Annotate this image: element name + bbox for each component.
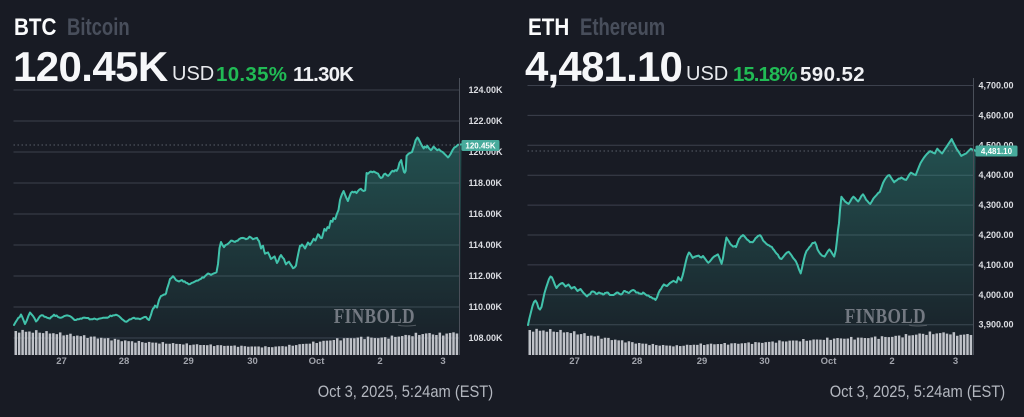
svg-text:2: 2 [377, 356, 382, 367]
svg-text:28: 28 [119, 356, 130, 367]
svg-text:2: 2 [889, 356, 894, 367]
svg-text:29: 29 [183, 356, 194, 367]
svg-text:Oct: Oct [309, 356, 326, 367]
svg-text:122.00K: 122.00K [469, 116, 504, 126]
svg-text:27: 27 [569, 356, 580, 367]
svg-text:124.00K: 124.00K [469, 85, 504, 95]
svg-text:3: 3 [953, 356, 958, 367]
svg-text:4,600.00: 4,600.00 [979, 110, 1014, 120]
svg-text:4,400.00: 4,400.00 [979, 170, 1014, 180]
svg-text:28: 28 [632, 356, 643, 367]
svg-text:30: 30 [247, 356, 258, 367]
svg-text:4,700.00: 4,700.00 [979, 81, 1014, 91]
svg-text:4,481.10: 4,481.10 [981, 147, 1013, 156]
svg-text:108.00K: 108.00K [469, 333, 504, 343]
svg-text:29: 29 [697, 356, 708, 367]
svg-text:4,000.00: 4,000.00 [979, 290, 1014, 300]
svg-text:3: 3 [440, 356, 445, 367]
svg-text:FINBOLD: FINBOLD [334, 306, 415, 329]
svg-text:118.00K: 118.00K [469, 178, 503, 188]
svg-text:116.00K: 116.00K [469, 209, 503, 219]
svg-text:114.00K: 114.00K [469, 240, 503, 250]
svg-text:Oct: Oct [821, 356, 838, 367]
svg-text:4,100.00: 4,100.00 [979, 260, 1014, 270]
svg-text:30: 30 [759, 356, 770, 367]
svg-text:120.45K: 120.45K [465, 142, 495, 151]
svg-text:4,500.00: 4,500.00 [979, 140, 1014, 150]
svg-text:112.00K: 112.00K [469, 271, 503, 281]
svg-text:4,300.00: 4,300.00 [979, 200, 1014, 210]
svg-text:3,900.00: 3,900.00 [979, 320, 1014, 330]
svg-text:27: 27 [56, 356, 67, 367]
svg-text:120.00K: 120.00K [469, 147, 504, 157]
svg-text:110.00K: 110.00K [469, 302, 503, 312]
svg-text:FINBOLD: FINBOLD [845, 306, 926, 329]
svg-text:4,200.00: 4,200.00 [979, 230, 1014, 240]
